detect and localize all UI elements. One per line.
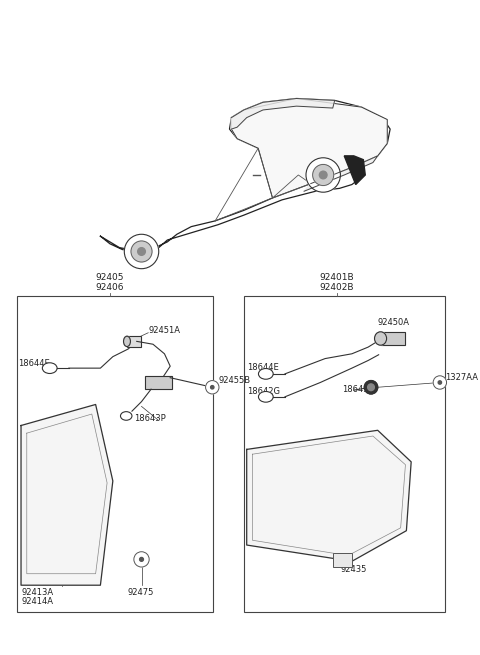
Bar (127, 336, 141, 346)
Ellipse shape (258, 369, 273, 379)
Text: 92435: 92435 (340, 565, 367, 574)
Text: 1327AA: 1327AA (445, 373, 479, 382)
Ellipse shape (120, 411, 132, 421)
Circle shape (211, 386, 214, 389)
Text: 18643P: 18643P (134, 414, 166, 422)
Ellipse shape (42, 363, 57, 373)
Bar (244, 297, 444, 612)
Circle shape (368, 384, 374, 390)
Ellipse shape (123, 336, 131, 346)
Polygon shape (231, 98, 335, 129)
Circle shape (312, 164, 334, 185)
Circle shape (138, 248, 145, 255)
Circle shape (364, 381, 378, 394)
Bar (381, 332, 406, 345)
Circle shape (140, 557, 144, 561)
Text: 92406: 92406 (96, 283, 124, 291)
Circle shape (306, 158, 340, 192)
Text: 92414A: 92414A (21, 597, 53, 607)
Circle shape (131, 241, 152, 262)
Ellipse shape (258, 392, 273, 402)
Polygon shape (304, 156, 378, 191)
Text: 18643D: 18643D (342, 385, 375, 394)
Polygon shape (344, 156, 365, 185)
Text: 92405: 92405 (96, 273, 124, 282)
Circle shape (433, 376, 446, 389)
Text: 92451A: 92451A (148, 326, 180, 335)
Text: 18642G: 18642G (247, 387, 280, 396)
Bar (127, 336, 141, 346)
Bar (333, 553, 352, 567)
Circle shape (319, 171, 327, 179)
Text: 92475: 92475 (127, 588, 154, 597)
Circle shape (134, 552, 149, 567)
Text: 92455B: 92455B (218, 377, 250, 385)
Bar (333, 553, 352, 567)
Polygon shape (247, 430, 411, 561)
Text: 92450A: 92450A (378, 318, 410, 327)
Circle shape (124, 234, 159, 269)
Polygon shape (21, 405, 113, 585)
Bar (381, 332, 406, 345)
Text: 92413A: 92413A (21, 588, 53, 597)
Text: 18644E: 18644E (247, 363, 278, 372)
Polygon shape (231, 98, 387, 198)
Circle shape (438, 381, 442, 384)
Text: 18644E: 18644E (18, 359, 50, 368)
Ellipse shape (374, 332, 386, 345)
Bar (145, 376, 172, 389)
Polygon shape (100, 98, 390, 252)
Circle shape (205, 381, 219, 394)
Text: 92402B: 92402B (319, 283, 354, 291)
Text: 92401B: 92401B (319, 273, 354, 282)
Bar (145, 376, 172, 389)
Bar (17, 297, 213, 612)
